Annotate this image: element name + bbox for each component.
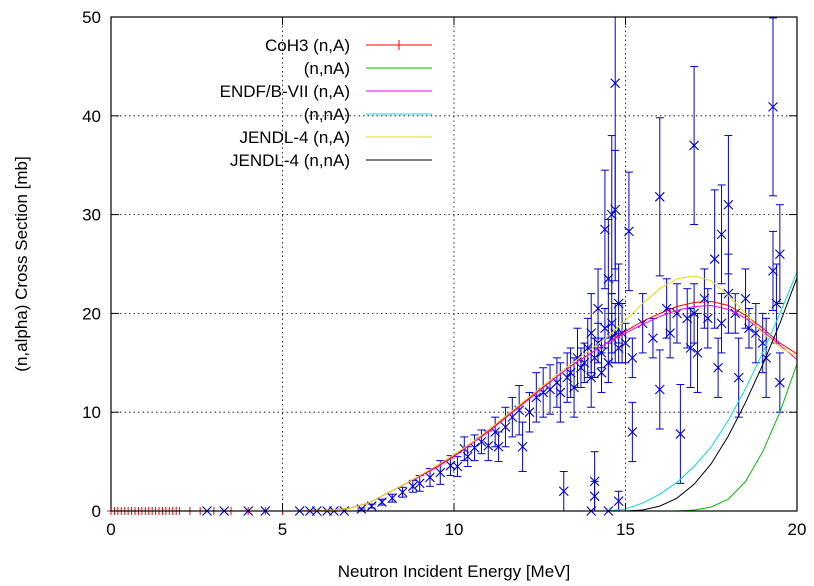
- exp-point: [366, 501, 377, 511]
- legend-label: JENDL-4 (n,nA): [230, 151, 350, 170]
- exp-point: [675, 384, 686, 484]
- y-tick-label: 40: [82, 107, 101, 126]
- exp-point: [723, 253, 734, 334]
- experimental-data: [202, 16, 785, 516]
- exp-point: [774, 352, 785, 413]
- exp-point: [648, 317, 658, 359]
- axis-ticks: 0 5 10 15 20 0 10 20 30 40 50: [82, 8, 806, 539]
- exp-point: [610, 149, 621, 270]
- legend: CoH3 (n,A) (n,nA) ENDF/B-VII (n,A) (n,nA) JE…: [220, 36, 432, 170]
- exp-point: [672, 283, 682, 344]
- legend-item-3: (n,nA): [304, 105, 432, 124]
- exp-point: [654, 349, 665, 430]
- exp-point: [716, 184, 727, 285]
- series-line-5: [608, 277, 798, 512]
- exp-point: [750, 303, 761, 364]
- exp-point: [627, 337, 638, 379]
- legend-label: ENDF/B-VII (n,A): [220, 82, 350, 101]
- exp-point: [558, 470, 569, 512]
- exp-point: [493, 431, 504, 463]
- legend-item-1: (n,nA): [304, 59, 432, 78]
- exp-point: [733, 337, 744, 418]
- legend-label: JENDL-4 (n,A): [239, 128, 350, 147]
- legend-label: (n,nA): [304, 59, 350, 78]
- x-tick-label: 15: [616, 520, 635, 539]
- y-tick-label: 10: [82, 403, 101, 422]
- y-tick-label: 30: [82, 206, 101, 225]
- exp-point: [517, 421, 528, 472]
- exp-point: [469, 434, 480, 462]
- exp-point: [407, 479, 418, 493]
- exp-point: [624, 171, 634, 292]
- series-line-4: [282, 275, 798, 512]
- x-tick-label: 20: [788, 520, 807, 539]
- exp-point: [500, 406, 511, 448]
- exp-point: [744, 307, 754, 349]
- exp-point: [620, 322, 631, 364]
- y-tick-label: 0: [92, 502, 101, 521]
- legend-label: CoH3 (n,A): [265, 36, 350, 55]
- y-tick-label: 20: [82, 304, 101, 323]
- exp-point: [397, 486, 408, 498]
- legend-item-5: JENDL-4 (n,nA): [230, 151, 432, 170]
- exp-point: [774, 204, 785, 305]
- exp-point: [452, 456, 463, 477]
- grid-lines: [111, 17, 797, 511]
- exp-point: [654, 117, 665, 277]
- y-axis-title: (n,alpha) Cross Section [mb]: [12, 156, 31, 371]
- x-tick-label: 0: [106, 520, 115, 539]
- exp-point: [596, 352, 607, 393]
- x-tick-label: 10: [445, 520, 464, 539]
- exp-point: [387, 493, 398, 504]
- exp-point: [723, 135, 734, 275]
- exp-point: [685, 307, 696, 388]
- exp-point: [692, 312, 703, 393]
- exp-point: [627, 401, 638, 463]
- exp-point: [713, 337, 723, 398]
- exp-point: [593, 268, 603, 349]
- legend-label: (n,nA): [304, 105, 350, 124]
- y-tick-label: 50: [82, 8, 101, 27]
- legend-item-4: JENDL-4 (n,A): [239, 128, 432, 147]
- exp-point: [702, 288, 713, 349]
- exp-point: [709, 189, 720, 329]
- x-axis-title: Neutron Incident Energy [MeV]: [338, 562, 570, 581]
- legend-item-2: ENDF/B-VII (n,A): [220, 82, 432, 101]
- legend-item-0: CoH3 (n,A): [265, 36, 432, 55]
- exp-point: [377, 497, 387, 507]
- series-line-3: [608, 271, 798, 512]
- exp-point: [689, 65, 699, 225]
- x-tick-label: 5: [278, 520, 287, 539]
- exp-point: [768, 17, 778, 197]
